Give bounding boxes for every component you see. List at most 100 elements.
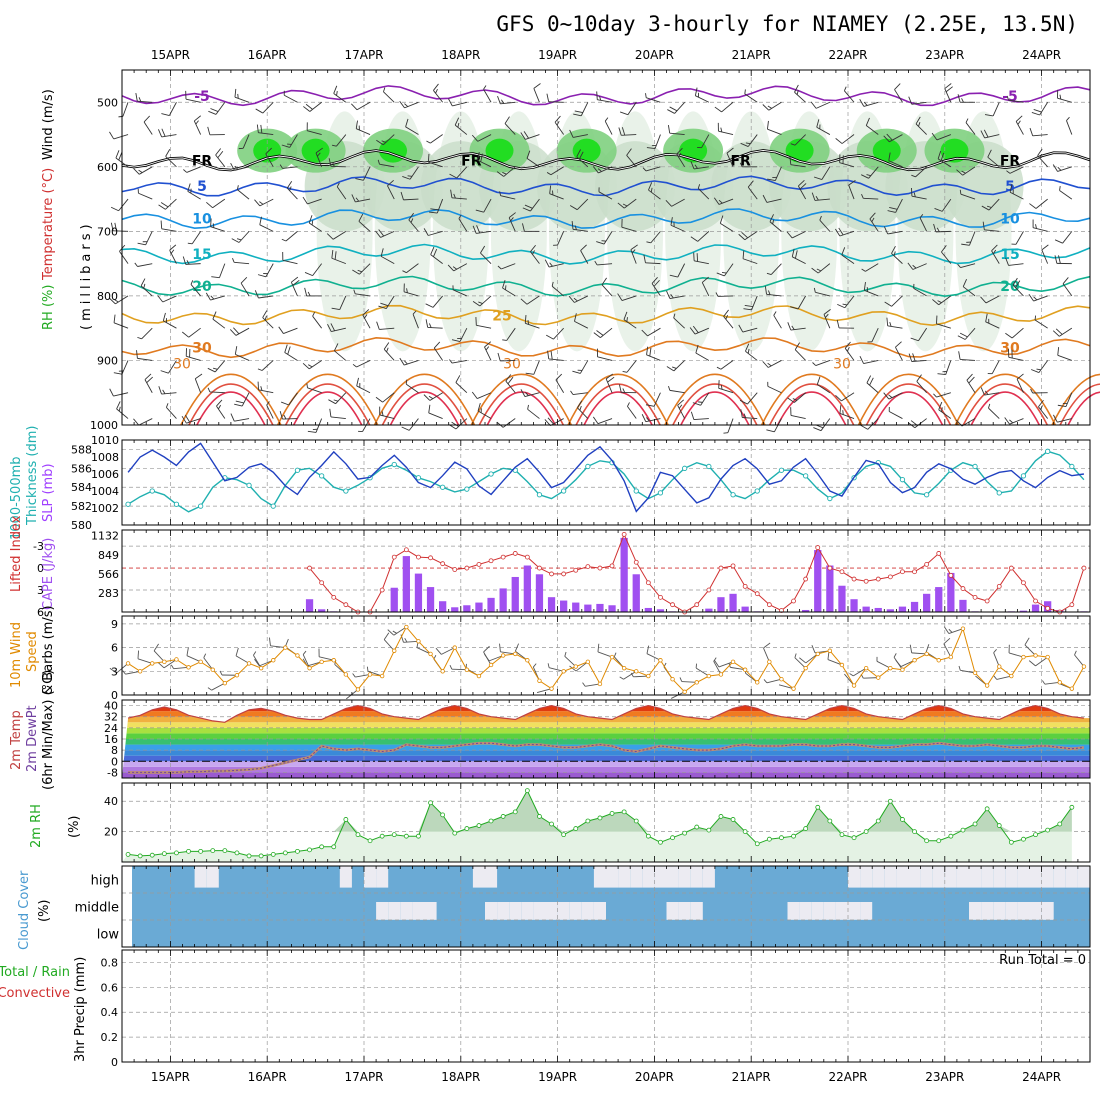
barb-staff	[501, 263, 516, 270]
barb-flag	[794, 250, 798, 259]
barb-flag	[478, 301, 483, 305]
barb-flag	[646, 147, 656, 149]
barb-flag	[550, 351, 553, 360]
cape-bar	[850, 599, 858, 612]
wind-barb	[618, 127, 637, 136]
barb-flag	[302, 650, 307, 655]
wind-speed-marker	[863, 665, 869, 671]
wind-barb	[423, 228, 443, 236]
lifted-index-marker	[1008, 565, 1014, 571]
barb-staff	[237, 189, 250, 200]
wind-barb	[216, 399, 226, 419]
barb-flag	[689, 327, 696, 335]
barb-flag	[767, 105, 772, 109]
wind-barb	[966, 373, 976, 393]
wind-barb	[767, 381, 782, 394]
wind-barb	[331, 134, 347, 147]
wind-barb	[714, 101, 734, 113]
wind-speed-marker	[500, 653, 506, 658]
date-axis-bottom: 15APR 16APR 17APR 18APR 19APR 20APR 21APR 22APR…	[151, 1070, 1061, 1084]
barb-flag	[786, 231, 793, 239]
barb-flag	[499, 643, 501, 652]
wind-barb	[118, 102, 129, 118]
wind-speed-marker	[912, 658, 917, 663]
wind-barb	[623, 311, 637, 329]
wind-barb	[232, 258, 250, 265]
barb-staff	[1037, 155, 1048, 168]
barb-flag	[594, 260, 598, 266]
cloud-clear-cell	[339, 866, 352, 888]
barb-flag	[433, 248, 438, 257]
barb-flag	[213, 367, 218, 370]
barb-flag	[1029, 127, 1034, 136]
barb-staff	[508, 217, 516, 232]
isotherm-line	[121, 208, 1091, 230]
rh-marker	[246, 853, 252, 859]
barb-flag	[351, 194, 356, 203]
barb-staff	[579, 360, 589, 374]
barb-flag	[1039, 153, 1043, 159]
barb-staff	[141, 327, 153, 340]
wind-barb	[626, 148, 637, 168]
cape-tick-label: 283	[98, 587, 119, 600]
barb-flag	[333, 399, 339, 402]
lifted-index-marker	[670, 602, 675, 608]
barb-staff	[580, 250, 589, 264]
barb-staff	[718, 295, 734, 297]
barb-flag	[742, 250, 745, 259]
wind-speed-marker	[125, 661, 131, 666]
wind-barb	[694, 87, 710, 103]
barb-flag	[329, 408, 332, 418]
barb-staff	[330, 165, 346, 168]
barb-flag	[678, 153, 682, 158]
barb-flag	[378, 229, 385, 237]
wind-barb	[980, 129, 1000, 139]
barb-flag	[109, 667, 117, 674]
barb-flag	[767, 178, 776, 181]
barb-staff	[1038, 406, 1049, 419]
barb-staff	[312, 263, 323, 276]
wind-barb	[592, 166, 613, 174]
barb-flag	[1037, 148, 1043, 156]
barb-flag	[1055, 328, 1063, 335]
rh-marker	[791, 833, 796, 839]
barb-flag	[725, 314, 729, 320]
date-label-bottom: 18APR	[441, 1070, 480, 1084]
wind-speed-marker	[525, 658, 530, 663]
barb-staff	[839, 162, 855, 168]
cape-bar	[898, 606, 907, 612]
barb-staff	[1024, 644, 1036, 656]
barb-staff	[721, 101, 734, 113]
cloud-clear-cell	[944, 866, 957, 888]
wind-speed-marker	[682, 689, 687, 695]
barb-flag	[599, 95, 602, 101]
barb-staff	[815, 360, 831, 367]
rh-marker	[1045, 827, 1051, 833]
barb-flag	[813, 176, 823, 180]
barb-staff	[429, 392, 443, 401]
wind-barb	[762, 194, 782, 203]
cloud-clear-cell	[654, 866, 667, 888]
wind-barb	[570, 390, 588, 396]
wind-barb	[745, 343, 758, 361]
wind-speed-marker	[234, 673, 240, 678]
wind-barb	[866, 375, 879, 394]
wind-barb	[812, 360, 831, 367]
lifted-index-marker	[500, 554, 506, 560]
wind-barb	[1054, 231, 1073, 244]
wind-barb	[449, 359, 467, 364]
barb-staff	[288, 392, 298, 406]
temperature-band	[122, 744, 1090, 751]
barb-staff	[283, 327, 298, 334]
barb-flag	[618, 384, 622, 393]
barb-staff	[403, 198, 419, 201]
isotherm-label: FR	[192, 153, 213, 169]
wind-barb	[645, 392, 661, 407]
barb-staff	[945, 360, 952, 375]
rh-marker	[730, 817, 736, 822]
rh-marker	[900, 817, 905, 822]
wind-barb	[693, 252, 709, 265]
pressure-tick-label: 900	[97, 354, 118, 367]
barb-staff	[186, 355, 201, 361]
wind-speed-marker	[815, 651, 820, 657]
